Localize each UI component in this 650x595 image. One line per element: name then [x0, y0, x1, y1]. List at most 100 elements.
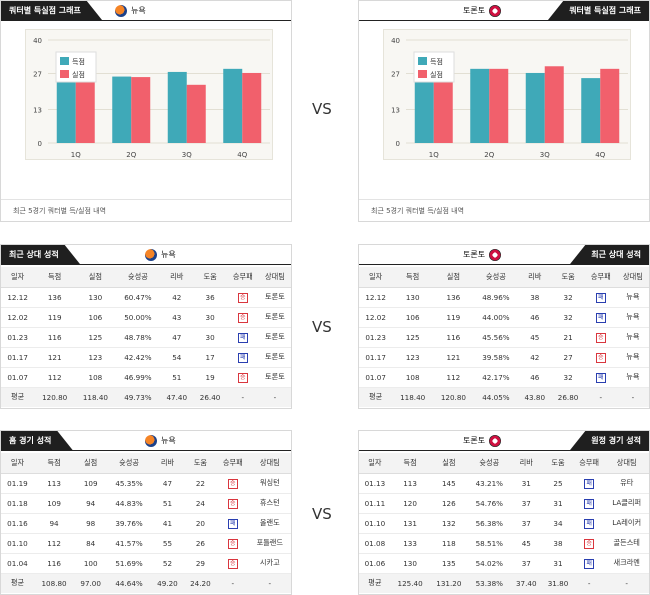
knicks-logo-icon — [115, 5, 127, 17]
table-cell: 42.42% — [115, 347, 161, 368]
result-badge-cell: 패 — [584, 307, 617, 328]
table-cell: 새크라멘 — [604, 553, 649, 574]
table-cell: 130 — [392, 287, 434, 308]
result-badge-cell: 패 — [226, 327, 259, 348]
column-header: 슛성공 — [107, 453, 151, 474]
table-cell: 뉴욕 — [616, 347, 649, 368]
column-header: 승무패 — [573, 453, 605, 474]
bar-conceded — [544, 66, 564, 143]
left-venue-team: 뉴욕 — [145, 431, 176, 451]
table-cell: 109 — [74, 473, 108, 494]
table-cell: 51 — [160, 367, 194, 388]
table-cell: 32 — [551, 307, 585, 328]
left-recent-header: 최근 상대 성적 뉴욕 — [1, 245, 291, 265]
table-cell: 27 — [551, 347, 585, 368]
result-badge: 승 — [595, 352, 606, 363]
right-venue-panel: 토론토 원정 경기 성적 일자 득점 실점 슛성공 리바 도움 승무패 상대팀 01.13 113… — [358, 430, 650, 595]
bar-conceded — [186, 84, 206, 143]
table-cell: 45.56% — [473, 327, 519, 348]
column-header: 일자 — [359, 267, 393, 288]
table-row: 01.16 94 98 39.76% 41 20 패 올랜도 — [1, 513, 291, 534]
table-cell: 29 — [183, 553, 217, 574]
table-cell: 37 — [510, 493, 543, 514]
table-cell: 51.69% — [107, 553, 151, 574]
right-chart-panel: 토론토 쿼터별 득실점 그래프 0 13 27 40 1Q 2Q 3Q 4Q 득점 실점 최근 5… — [358, 0, 650, 222]
result-badge: 승 — [237, 372, 248, 383]
table-cell: 45.35% — [107, 473, 151, 494]
table-row: 01.19 113 109 45.35% 47 22 승 워싱턴 — [1, 473, 291, 494]
result-badge: 승 — [227, 558, 238, 569]
table-row: 01.04 116 100 51.69% 52 29 승 시카고 — [1, 553, 291, 574]
table-cell: 112 — [433, 367, 474, 388]
table-cell: 43.21% — [468, 473, 511, 494]
table-cell: 125 — [392, 327, 434, 348]
average-row: 평균 108.80 97.00 44.64% 49.20 24.20- - — [1, 573, 291, 593]
table-cell: 43 — [160, 307, 194, 328]
right-quarter-chart: 0 13 27 40 1Q 2Q 3Q 4Q 득점 실점 — [383, 29, 631, 160]
table-cell: 50.00% — [115, 307, 161, 328]
column-header: 상대팀 — [616, 267, 649, 288]
average-cell: 53.38% — [468, 573, 511, 593]
average-row: 평균 125.40 131.20 53.38% 37.40 31.80- - — [359, 573, 649, 593]
column-header: 도움 — [551, 267, 585, 288]
result-badge-cell: 패 — [573, 493, 605, 514]
table-cell: 토론토 — [258, 307, 291, 328]
average-cell: - — [573, 573, 605, 593]
x-tick-label: 4Q — [237, 151, 247, 159]
table-row: 12.02 106 119 44.00% 46 32 패 뉴욕 — [359, 307, 649, 328]
column-header: 실점 — [433, 267, 474, 288]
right-recent-header: 토론토 최근 상대 성적 — [359, 245, 649, 265]
table-cell: 01.07 — [359, 367, 393, 388]
table-cell: 94 — [33, 513, 75, 534]
column-header: 도움 — [542, 453, 574, 474]
table-row: 01.13 113 145 43.21% 31 25 패 유타 — [359, 473, 649, 494]
y-tick-label: 40 — [391, 37, 400, 45]
column-header: 도움 — [183, 453, 217, 474]
table-header-row: 일자 득점 실점 슛성공 리바 도움 승무패 상대팀 — [359, 267, 649, 288]
left-chart-panel: 쿼터별 득실점 그래프 뉴욕 0 13 27 40 1Q 2Q 3Q 4Q 득점 실점 최근 5경… — [0, 0, 292, 222]
table-cell: 55 — [151, 533, 184, 554]
table-cell: 100 — [74, 553, 108, 574]
table-cell: 01.06 — [359, 553, 391, 574]
table-cell: 109 — [33, 493, 75, 514]
average-cell: - — [604, 573, 649, 593]
table-cell: 36 — [193, 287, 227, 308]
table-cell: 01.18 — [1, 493, 34, 514]
column-header: 상대팀 — [248, 453, 291, 474]
vs-label-charts: VS — [312, 100, 332, 118]
average-cell: 26.40 — [193, 387, 227, 407]
table-header-row: 일자 득점 실점 슛성공 리바 도움 승무패 상대팀 — [1, 453, 291, 474]
result-badge: 승 — [227, 478, 238, 489]
table-cell: 토론토 — [258, 367, 291, 388]
table-row: 01.07 108 112 42.17% 46 32 패 뉴욕 — [359, 367, 649, 388]
average-cell: - — [584, 387, 617, 407]
table-cell: 116 — [34, 327, 76, 348]
bar-scored — [470, 68, 490, 143]
knicks-logo-icon — [145, 249, 157, 261]
table-header-row: 일자 득점 실점 슛성공 리바 도움 승무패 상대팀 — [359, 453, 649, 474]
average-cell: 44.64% — [107, 573, 151, 593]
table-cell: 44.83% — [107, 493, 151, 514]
column-header: 득점 — [33, 453, 75, 474]
table-cell: 106 — [392, 307, 434, 328]
raptors-logo-icon — [489, 435, 502, 447]
bar-scored — [56, 80, 76, 143]
left-venue-title: 홈 경기 성적 — [1, 431, 73, 451]
table-cell: 12.02 — [1, 307, 35, 328]
average-cell: 49.73% — [115, 387, 161, 407]
table-cell: 30 — [193, 307, 227, 328]
table-row: 01.18 109 94 44.83% 51 24 승 휴스턴 — [1, 493, 291, 514]
table-cell: 45 — [518, 327, 552, 348]
table-cell: 108 — [392, 367, 434, 388]
table-cell: 130 — [75, 287, 116, 308]
result-badge-cell: 승 — [216, 533, 249, 554]
result-badge-cell: 패 — [573, 553, 605, 574]
table-cell: 워싱턴 — [248, 473, 291, 494]
column-header: 슛성공 — [473, 267, 519, 288]
legend-swatch — [418, 57, 427, 65]
table-row: 01.06 130 135 54.02% 37 31 패 새크라멘 — [359, 553, 649, 574]
column-header: 슛성공 — [115, 267, 161, 288]
bar-scored — [581, 78, 601, 143]
column-header: 실점 — [429, 453, 469, 474]
